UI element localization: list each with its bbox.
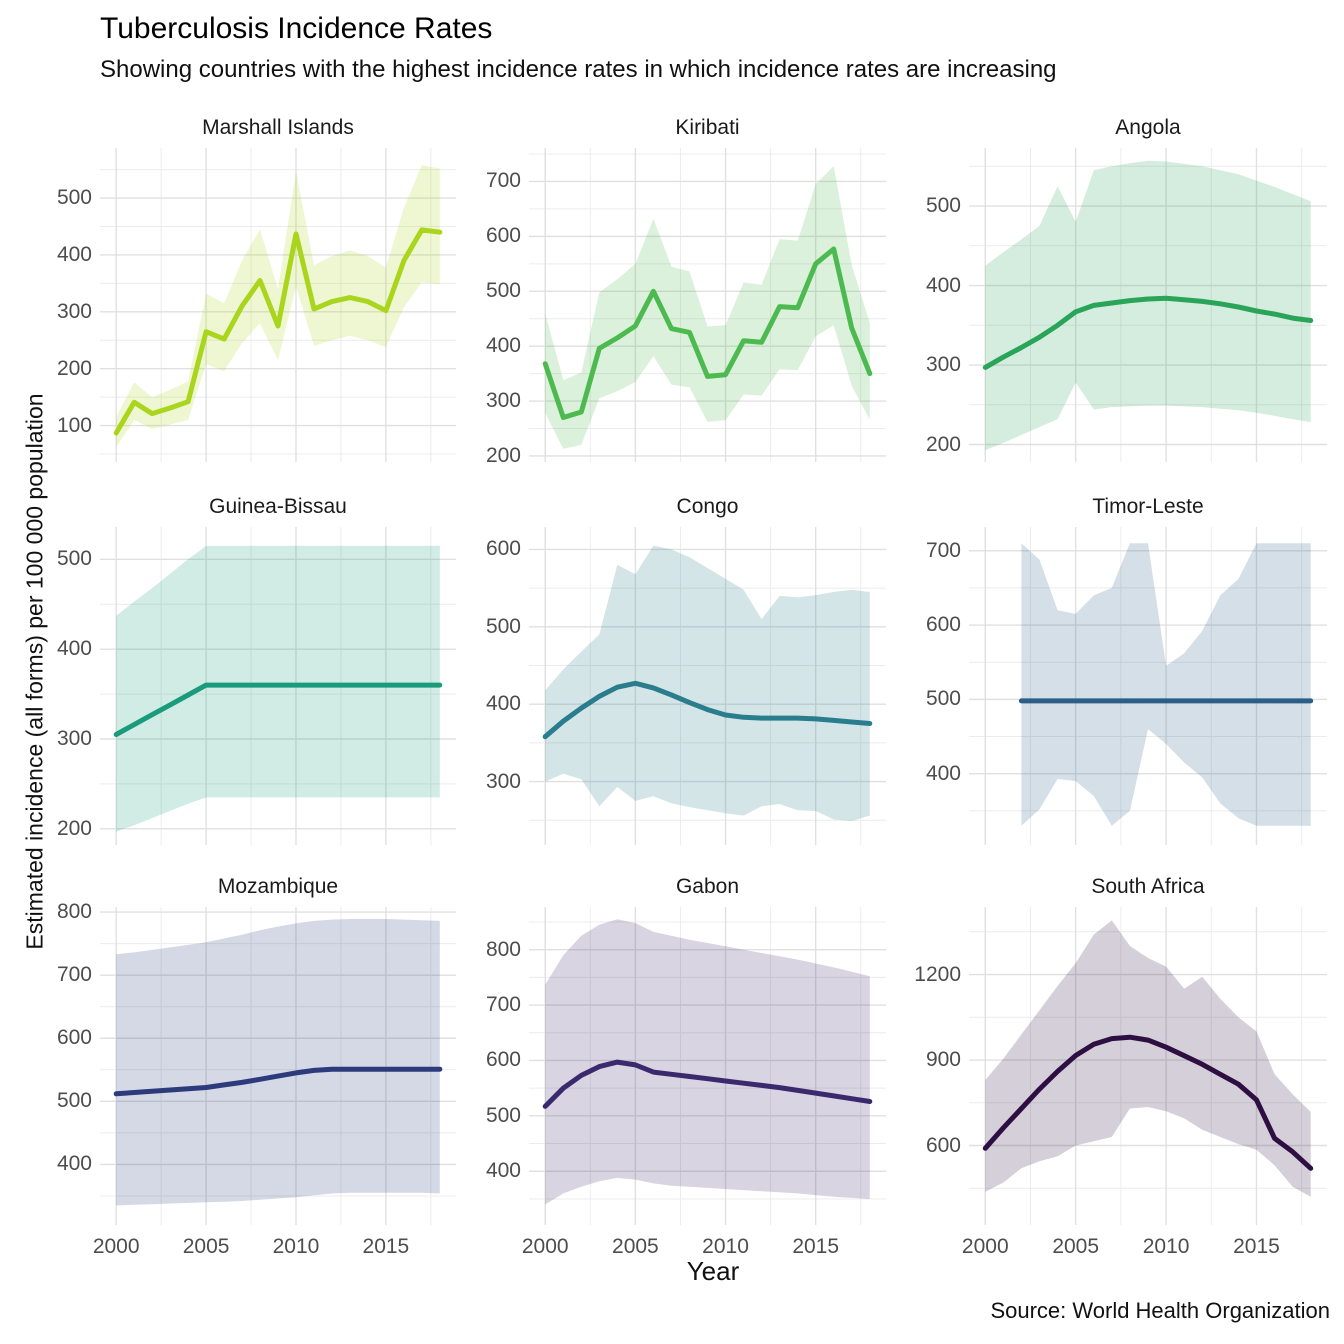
facet-title-mozambique: Mozambique [217,875,339,898]
y-tick-label: 500 [925,687,961,711]
y-tick-label: 700 [485,169,521,193]
y-tick-label: 400 [485,692,521,716]
y-tick-label: 700 [485,993,521,1017]
page-subtitle: Showing countries with the highest incid… [100,56,1057,83]
y-tick-label: 900 [925,1048,961,1072]
facet-title-timor-leste: Timor-Leste [1092,495,1204,518]
y-tick-label: 300 [485,769,521,793]
x-tick-label: 2005 [1052,1235,1100,1258]
facet-title-marshall-islands: Marshall Islands [202,116,354,139]
y-tick-label: 600 [485,537,521,561]
confidence-ribbon-kiribati [545,166,870,449]
y-tick-label: 500 [56,1089,92,1113]
facet-panel-guinea-bissau [100,527,456,845]
facet-title-south-africa: South Africa [1091,875,1205,898]
y-tick-label: 500 [485,614,521,638]
x-tick-label: 2000 [961,1235,1009,1258]
y-tick-label: 400 [925,273,961,297]
y-tick-label: 200 [925,432,961,456]
facet-title-kiribati: Kiribati [675,116,740,139]
y-tick-label: 600 [925,613,961,637]
y-tick-label: 200 [56,816,92,840]
facet-panel-kiribati [529,148,886,462]
x-tick-label: 2015 [362,1235,410,1258]
y-tick-label: 300 [925,353,961,377]
x-tick-label: 2000 [92,1235,140,1258]
y-tick-label: 500 [56,186,92,210]
confidence-ribbon-gabon [545,919,870,1205]
confidence-ribbon-angola [985,160,1311,451]
facet-panel-timor-leste [969,527,1327,845]
facet-panel-marshall-islands [100,148,456,462]
incidence-line-angola [982,295,1314,370]
incidence-line-congo [542,680,873,740]
y-tick-label: 500 [485,1103,521,1127]
y-tick-label: 600 [56,1026,92,1050]
y-tick-label: 800 [485,937,521,961]
y-tick-label: 200 [56,356,92,380]
facet-panel-south-africa [969,907,1327,1225]
y-tick-label: 300 [56,727,92,750]
incidence-line-gabon [542,1059,873,1109]
x-tick-label: 2005 [612,1235,659,1258]
incidence-line-kiribati [542,246,873,420]
x-tick-label: 2005 [182,1235,230,1258]
x-axis-title: Year [686,1256,740,1286]
confidence-ribbon-mozambique [116,919,440,1206]
page-title: Tuberculosis Incidence Rates [100,12,493,45]
x-tick-label: 2015 [1233,1235,1280,1258]
confidence-ribbon-guinea-bissau [116,545,440,832]
facet-title-congo: Congo [676,495,739,518]
facet-title-guinea-bissau: Guinea-Bissau [209,495,347,518]
incidence-line-marshall-islands [113,227,443,436]
incidence-line-guinea-bissau [113,682,443,737]
x-tick-label: 2010 [272,1235,320,1258]
y-tick-label: 400 [485,1159,521,1183]
facet-title-angola: Angola [1115,116,1181,139]
y-tick-label: 300 [485,389,521,413]
y-tick-label: 100 [56,413,92,437]
x-tick-label: 2010 [702,1235,749,1258]
facet-panel-mozambique [100,907,456,1225]
y-tick-label: 400 [485,334,521,358]
y-tick-label: 600 [925,1133,961,1157]
facet-title-gabon: Gabon [675,875,740,898]
y-tick-label: 700 [56,963,92,987]
x-tick-label: 2015 [792,1235,840,1258]
facet-panel-angola [969,148,1327,462]
y-tick-label: 400 [56,637,92,661]
x-tick-label: 2010 [1142,1235,1190,1258]
y-tick-label: 600 [485,1048,521,1072]
y-tick-label: 300 [56,299,92,323]
y-tick-label: 200 [485,443,521,467]
y-tick-label: 400 [56,1152,92,1176]
confidence-ribbon-marshall-islands [116,165,440,448]
facet-panel-congo [529,527,886,845]
facet-panel-gabon [529,907,886,1225]
confidence-ribbon-congo [545,545,870,821]
y-tick-label: 500 [485,279,521,303]
y-tick-label: 700 [925,538,961,562]
y-tick-label: 400 [925,761,961,785]
incidence-line-mozambique [113,1066,443,1097]
incidence-line-south-africa [982,1034,1314,1171]
y-tick-label: 600 [485,224,521,248]
y-tick-label: 500 [925,194,961,218]
confidence-ribbon-south-africa [985,920,1311,1197]
y-tick-label: 400 [56,242,92,266]
y-tick-label: 500 [56,547,92,571]
source-caption: Source: World Health Organization [990,1298,1330,1323]
confidence-ribbon-timor-leste [1021,543,1311,826]
x-tick-label: 2000 [521,1235,569,1258]
y-tick-label: 1200 [914,962,961,986]
y-tick-label: 800 [56,900,92,924]
